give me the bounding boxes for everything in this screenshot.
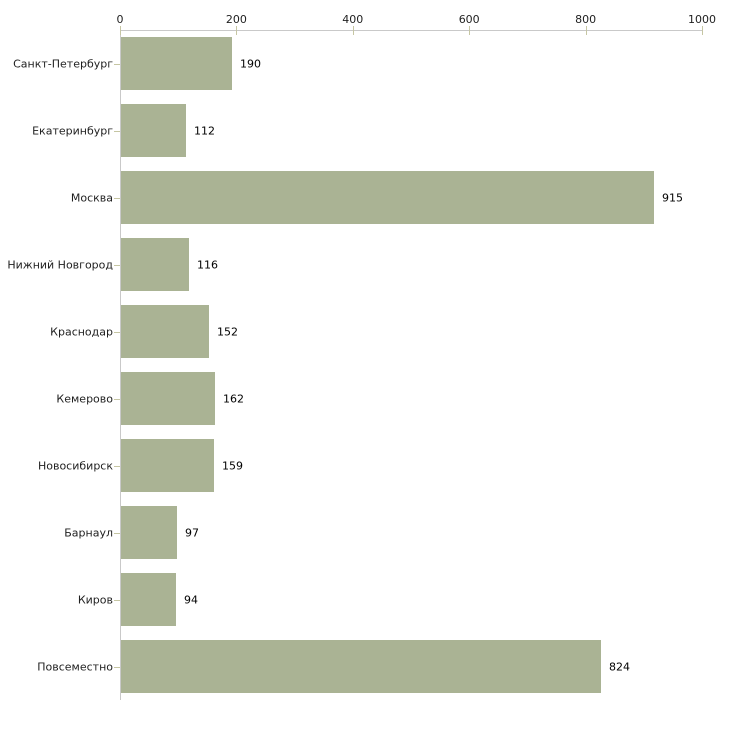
category-tick [114,130,120,132]
bar [121,171,654,224]
x-axis-tick [120,26,121,35]
bar-value-label: 915 [662,191,683,204]
x-axis-tick [469,26,471,35]
category-label: Кемерово [56,392,113,405]
x-axis-tick-label: 600 [458,13,480,26]
category-tick [114,532,120,534]
x-axis-tick [585,26,587,35]
category-tick [114,264,120,266]
bar-value-label: 97 [185,526,199,539]
category-label: Екатеринбург [32,124,113,137]
bar [121,37,232,90]
y-axis-line [120,30,121,700]
category-label: Краснодар [50,325,113,338]
category-tick [114,63,120,65]
bar-value-label: 116 [197,258,218,271]
x-axis-tick-label: 1000 [688,13,716,26]
x-axis-tick [352,26,354,35]
bar [121,439,214,492]
category-label: Москва [70,191,113,204]
bar-value-label: 152 [217,325,238,338]
bar [121,640,601,693]
bar-value-label: 162 [223,392,244,405]
bar [121,305,209,358]
x-axis-tick-label: 200 [225,13,247,26]
category-label: Киров [77,593,113,606]
bar [121,238,189,291]
bar-value-label: 824 [609,660,630,673]
category-label: Повсеместно [37,660,113,673]
category-tick [114,666,120,668]
x-axis-tick-label: 800 [575,13,597,26]
bar [121,104,186,157]
category-tick [114,465,120,467]
x-axis-tick-label: 0 [116,13,124,26]
bar-value-label: 190 [240,57,261,70]
bar [121,573,176,626]
category-label: Новосибирск [37,459,113,472]
x-axis-tick [236,26,238,35]
bar-value-label: 112 [194,124,215,137]
x-axis-line [120,30,703,31]
category-label: Барнаул [64,526,113,539]
bar-value-label: 159 [222,459,243,472]
category-tick [114,599,120,601]
category-tick [114,331,120,333]
category-label: Нижний Новгород [7,258,113,271]
category-tick [114,398,120,400]
x-axis-tick [702,26,703,35]
category-tick [114,197,120,199]
bar [121,372,215,425]
x-axis-tick-label: 400 [342,13,364,26]
bar-value-label: 94 [184,593,198,606]
bar [121,506,177,559]
category-label: Санкт-Петербург [13,57,113,70]
